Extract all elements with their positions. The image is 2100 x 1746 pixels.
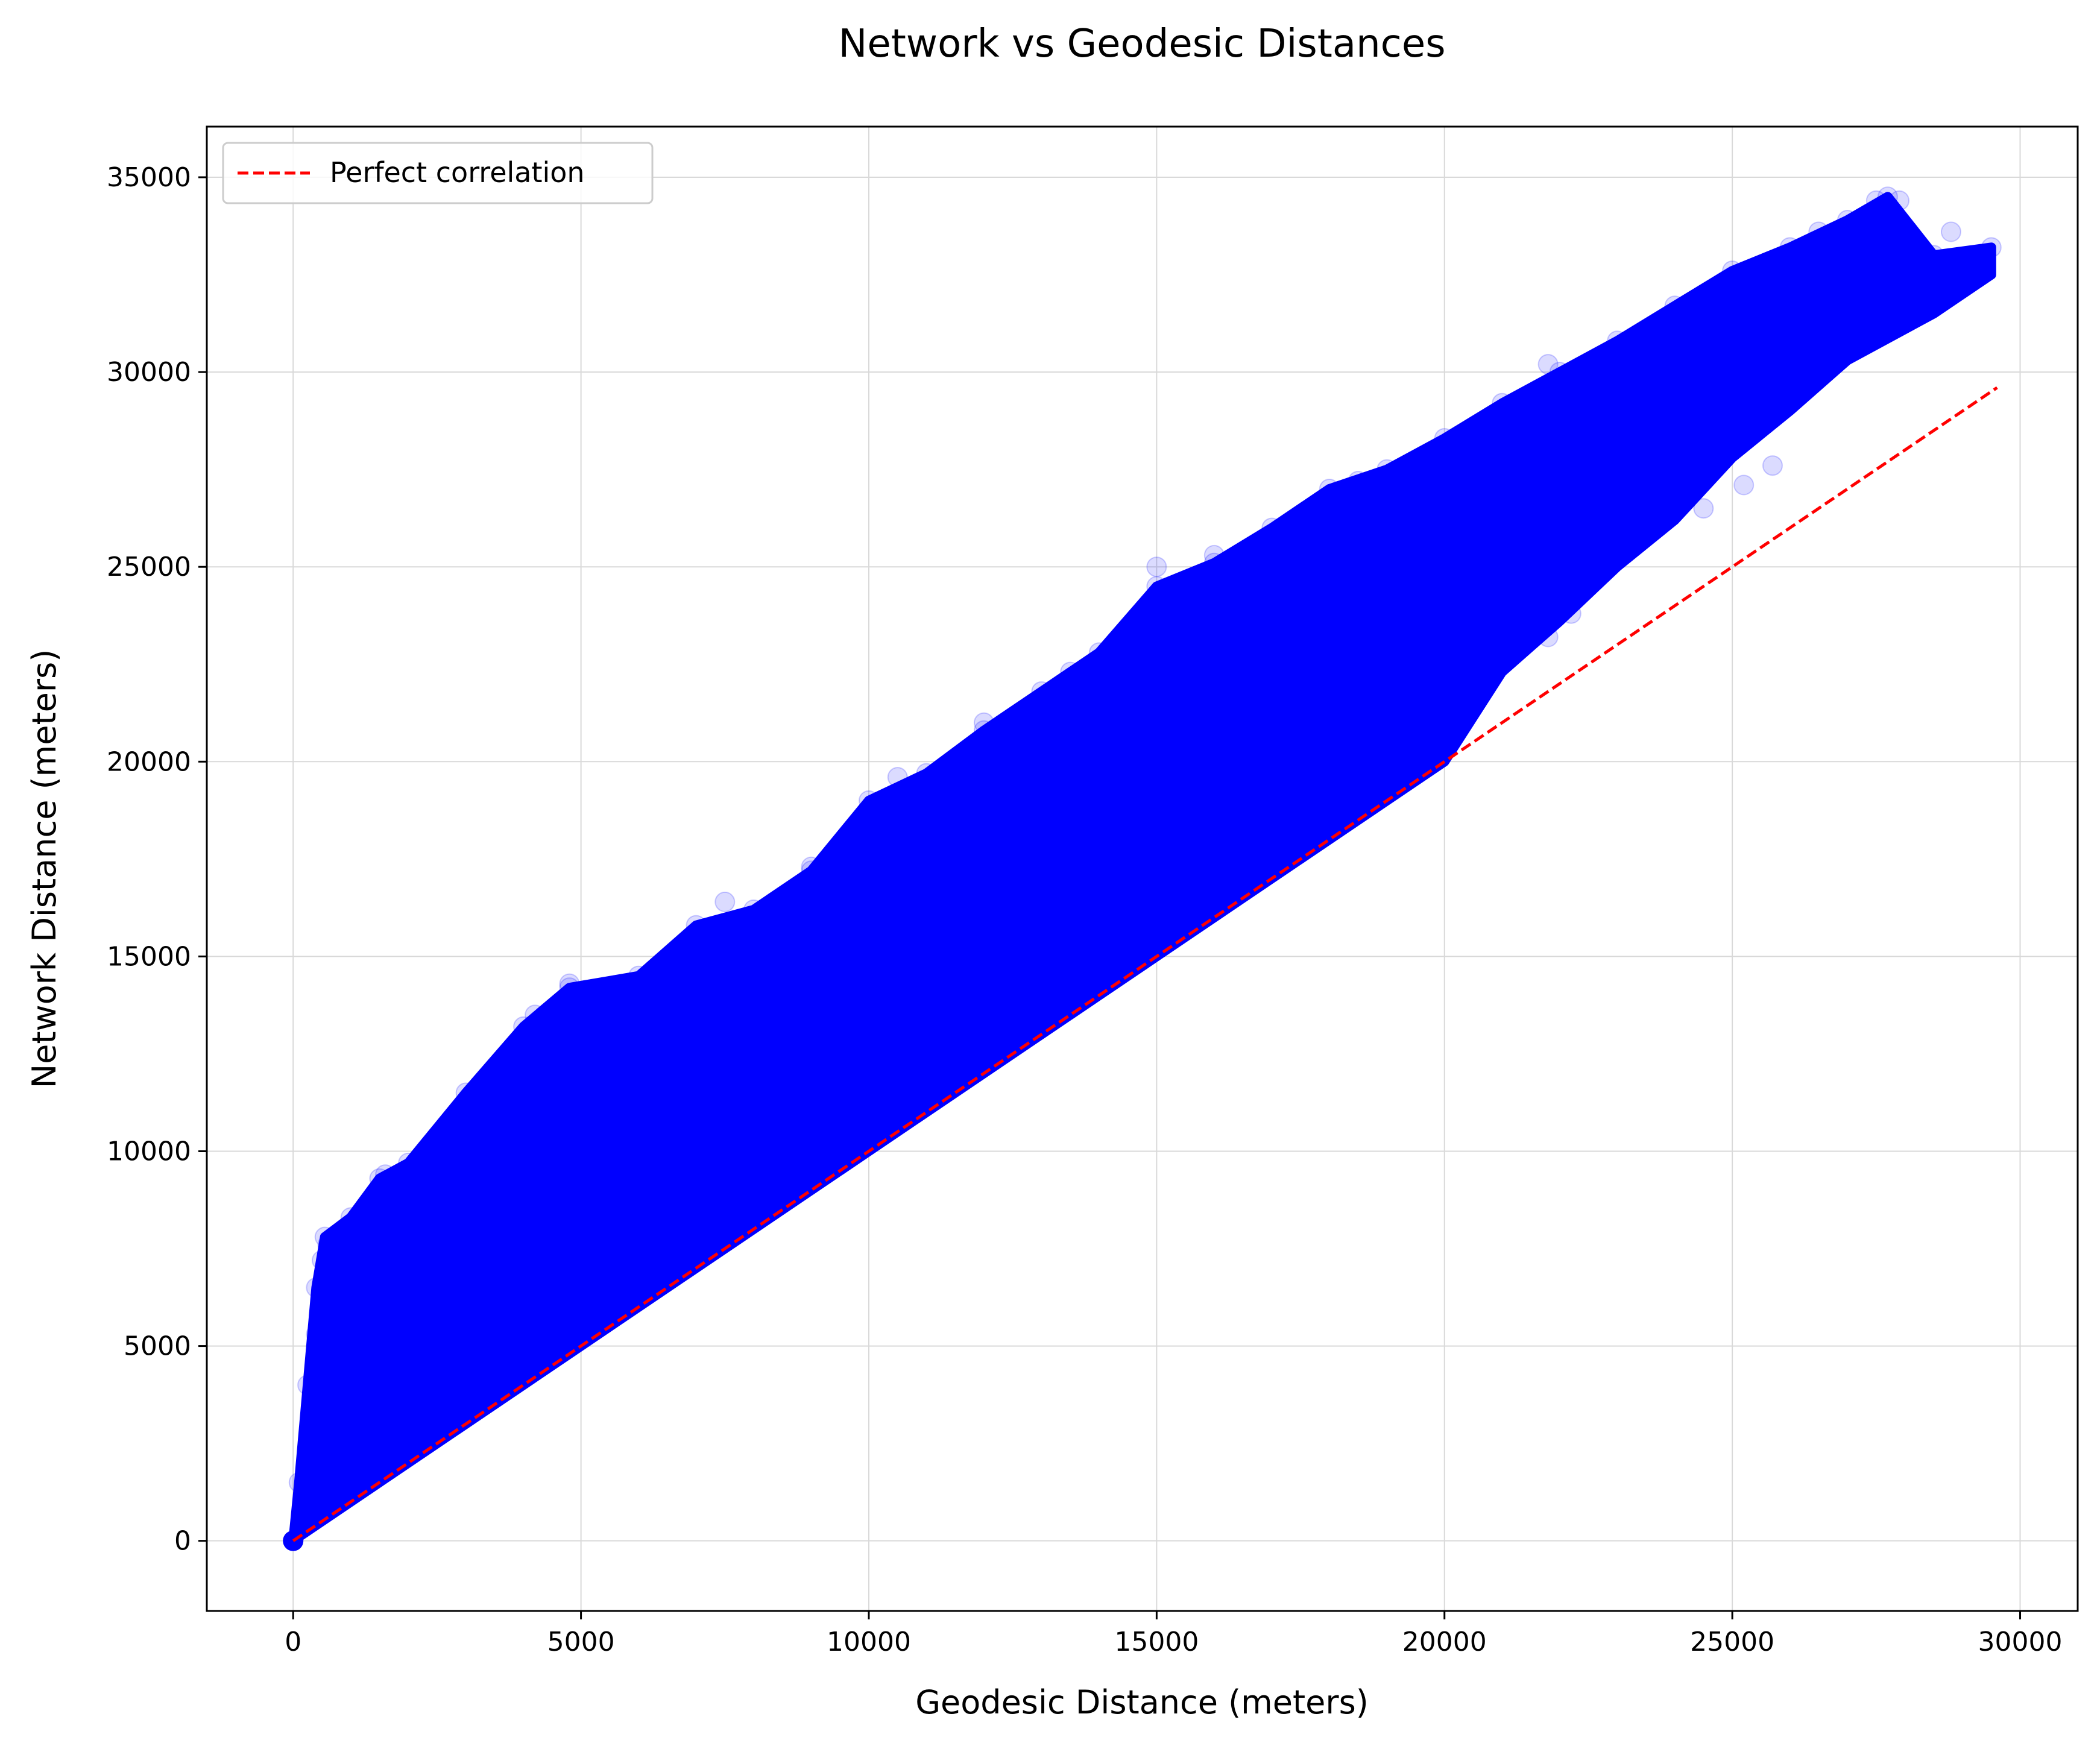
x-tick-label: 30000 bbox=[1978, 1627, 2063, 1657]
y-tick-label: 25000 bbox=[107, 552, 191, 582]
scatter-point bbox=[1203, 544, 1225, 566]
scatter-point bbox=[916, 763, 937, 784]
perfect-correlation-line bbox=[292, 386, 1998, 1542]
scatter-point bbox=[1560, 603, 1581, 624]
scatter-point bbox=[455, 1082, 476, 1103]
y-axis-label: Network Distance (meters) bbox=[25, 649, 63, 1089]
scatter-point bbox=[1607, 549, 1628, 570]
scatter-point bbox=[369, 1168, 390, 1189]
scatter-point bbox=[801, 860, 822, 881]
scatter-point bbox=[306, 1277, 327, 1298]
scatter-point bbox=[374, 1164, 396, 1185]
legend-label: Perfect correlation bbox=[330, 156, 585, 189]
scatter-point bbox=[1537, 354, 1559, 375]
scatter-point bbox=[1146, 576, 1167, 597]
scatter-point bbox=[398, 1152, 419, 1173]
scatter-point bbox=[1923, 245, 1944, 266]
scatter-point bbox=[973, 720, 994, 741]
scatter-point bbox=[1261, 517, 1282, 538]
scatter-point bbox=[1607, 330, 1628, 351]
reference-line-layer bbox=[292, 386, 1998, 1542]
scatter-point bbox=[340, 1207, 361, 1228]
y-axis-ticks: 0 5000 10000 15000 20000 25000 30000 35000 bbox=[107, 162, 207, 1557]
scatter-point bbox=[1319, 478, 1340, 499]
plot-frame bbox=[206, 125, 2079, 1612]
scatter-point bbox=[309, 1304, 330, 1325]
scatter-point bbox=[559, 973, 580, 994]
scatter-point bbox=[887, 767, 908, 788]
y-tick-label: 5000 bbox=[124, 1331, 191, 1362]
scatter-point bbox=[1348, 471, 1369, 492]
legend: Perfect correlation bbox=[222, 142, 654, 204]
scatter-point bbox=[1376, 467, 1398, 488]
scatter-point bbox=[1722, 260, 1743, 282]
legend-box bbox=[222, 142, 654, 204]
scatter-point bbox=[1762, 455, 1783, 476]
y-tick-label: 15000 bbox=[107, 941, 191, 972]
scatter-point bbox=[1779, 237, 1800, 258]
scatter-point bbox=[628, 965, 649, 986]
scatter-point bbox=[1981, 237, 2002, 258]
scatter-point bbox=[297, 1375, 318, 1396]
x-tick-label: 10000 bbox=[827, 1627, 911, 1657]
scatter-point bbox=[858, 790, 879, 811]
scatter-point bbox=[714, 891, 736, 912]
scatter-point bbox=[1203, 552, 1225, 573]
scatter-point bbox=[1537, 626, 1559, 648]
scatter-point bbox=[306, 1324, 327, 1345]
scatter-point bbox=[1088, 642, 1109, 663]
x-axis-ticks: 0 5000 10000 15000 20000 25000 30000 bbox=[285, 1611, 2063, 1657]
scatter-point bbox=[686, 915, 707, 936]
scatter-point bbox=[1808, 221, 1829, 242]
scatter-point bbox=[1434, 427, 1455, 449]
scatter-point bbox=[1877, 186, 1898, 207]
scatter-point bbox=[1940, 221, 1961, 242]
scatter-point bbox=[317, 1234, 338, 1255]
scatter-point bbox=[311, 1250, 332, 1271]
scatter-points bbox=[283, 186, 2002, 1551]
x-tick-label: 25000 bbox=[1690, 1627, 1774, 1657]
y-tick-label: 30000 bbox=[107, 357, 191, 388]
x-tick-label: 20000 bbox=[1402, 1627, 1487, 1657]
scatter-point bbox=[1733, 474, 1755, 496]
scatter-point bbox=[1837, 210, 1858, 231]
scatter-point bbox=[314, 1226, 335, 1247]
x-tick-label: 0 bbox=[285, 1627, 301, 1657]
scatter-point-cloud bbox=[288, 192, 1996, 1546]
chart-title: Network vs Geodesic Distances bbox=[838, 22, 1445, 66]
x-tick-label: 15000 bbox=[1114, 1627, 1199, 1657]
scatter-point bbox=[1865, 190, 1887, 211]
scatter-point bbox=[1376, 459, 1398, 480]
scatter-point bbox=[559, 977, 580, 998]
scatter-point bbox=[743, 899, 765, 920]
y-tick-label: 10000 bbox=[107, 1136, 191, 1167]
scatter-point bbox=[1492, 392, 1513, 414]
y-tick-label: 35000 bbox=[107, 162, 191, 193]
scatter-point bbox=[1146, 556, 1167, 578]
x-axis-label: Geodesic Distance (meters) bbox=[915, 1683, 1369, 1721]
scatter-point bbox=[1889, 190, 1910, 211]
scatter-point bbox=[1031, 681, 1052, 702]
y-tick-label: 20000 bbox=[107, 746, 191, 777]
scatter-point bbox=[973, 712, 994, 733]
x-tick-label: 5000 bbox=[547, 1627, 615, 1657]
y-tick-label: 0 bbox=[174, 1526, 191, 1557]
scatter-point bbox=[801, 856, 822, 877]
scatter-point bbox=[288, 1472, 309, 1493]
scatter-point bbox=[1060, 661, 1081, 682]
scatter-point bbox=[1693, 498, 1714, 519]
scatter-point bbox=[1549, 362, 1570, 383]
scatter-point bbox=[513, 1016, 534, 1037]
scatter-point bbox=[525, 1004, 546, 1026]
scatter-point bbox=[1664, 295, 1685, 317]
